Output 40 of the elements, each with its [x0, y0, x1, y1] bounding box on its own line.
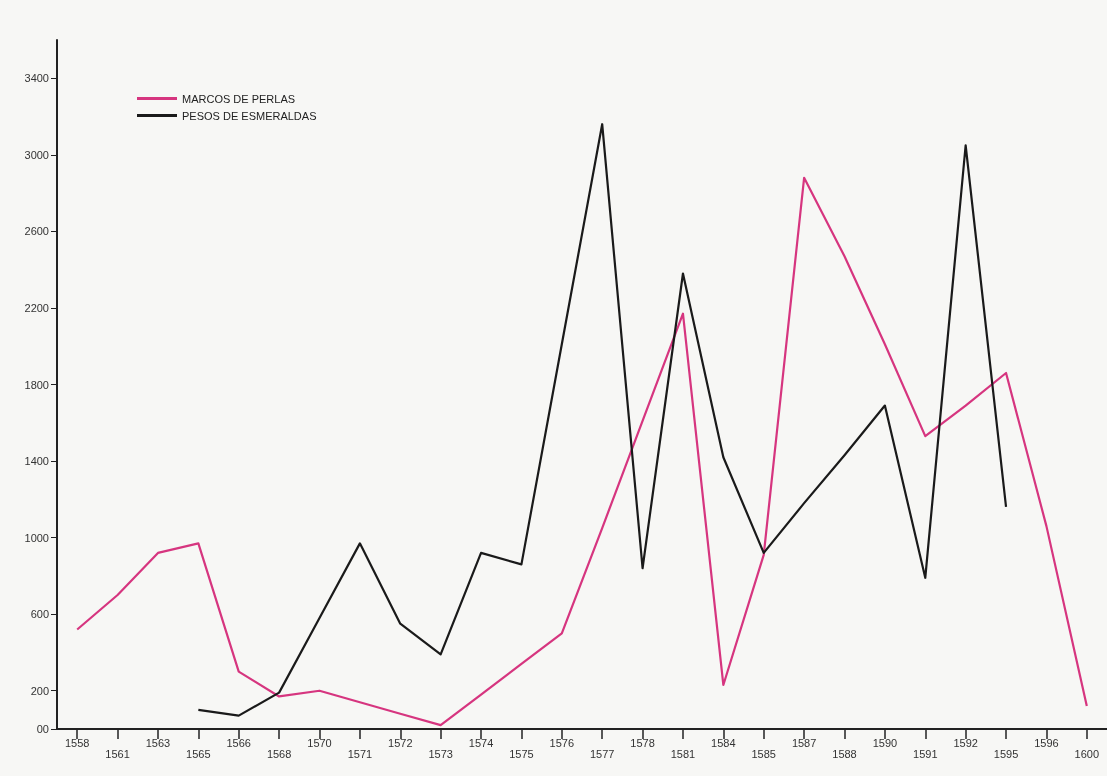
y-tick-label: 600 [30, 608, 49, 621]
x-tick-label: 1596 [1034, 736, 1059, 749]
x-tick-label: 1571 [347, 747, 373, 760]
legend-label: MARCOS DE PERLAS [182, 92, 296, 105]
x-tick-label: 1574 [468, 736, 494, 749]
y-tick-label: 200 [30, 684, 49, 697]
x-tick-label: 1558 [64, 736, 90, 749]
y-tick-label: 1000 [24, 531, 49, 544]
x-tick-label: 1565 [186, 747, 211, 760]
x-tick-label: 1563 [145, 736, 171, 749]
x-tick-label: 1590 [872, 736, 898, 749]
x-tick-label: 1578 [630, 736, 655, 749]
line-series [197, 123, 1008, 717]
x-tick-label: 1600 [1074, 747, 1100, 760]
x-tick-label: 1591 [913, 747, 938, 760]
x-tick-label: 1577 [589, 747, 615, 760]
legend-label: PESOS DE ESMERALDAS [182, 109, 317, 122]
x-tick-label: 1568 [266, 747, 292, 760]
x-tick-label: 1575 [509, 747, 534, 760]
x-tick-label: 1570 [307, 736, 332, 749]
y-tick-label: 1800 [24, 378, 49, 391]
x-tick-label: 1588 [832, 747, 857, 760]
x-tick-label: 1576 [549, 736, 575, 749]
x-tick-label: 1573 [428, 747, 453, 760]
x-tick-label: 1561 [105, 747, 130, 760]
x-tick-label: 1572 [388, 736, 413, 749]
y-tick-label: 2600 [24, 225, 49, 238]
x-tick-label: 1584 [711, 736, 736, 749]
line-series [76, 176, 1088, 727]
y-tick-label: 00 [36, 723, 49, 735]
y-tick-label: 3400 [24, 72, 49, 85]
y-tick-label: 1400 [24, 455, 49, 468]
x-tick-label: 1566 [226, 736, 251, 749]
x-tick-label: 1587 [791, 736, 817, 749]
x-tick-label: 1581 [670, 747, 696, 760]
x-tick-label: 1585 [751, 747, 776, 760]
x-tick-label: 1595 [993, 747, 1019, 760]
x-tick-label: 1592 [953, 736, 978, 749]
y-tick-label: 2200 [24, 301, 49, 314]
y-tick-label: 3000 [24, 148, 49, 161]
